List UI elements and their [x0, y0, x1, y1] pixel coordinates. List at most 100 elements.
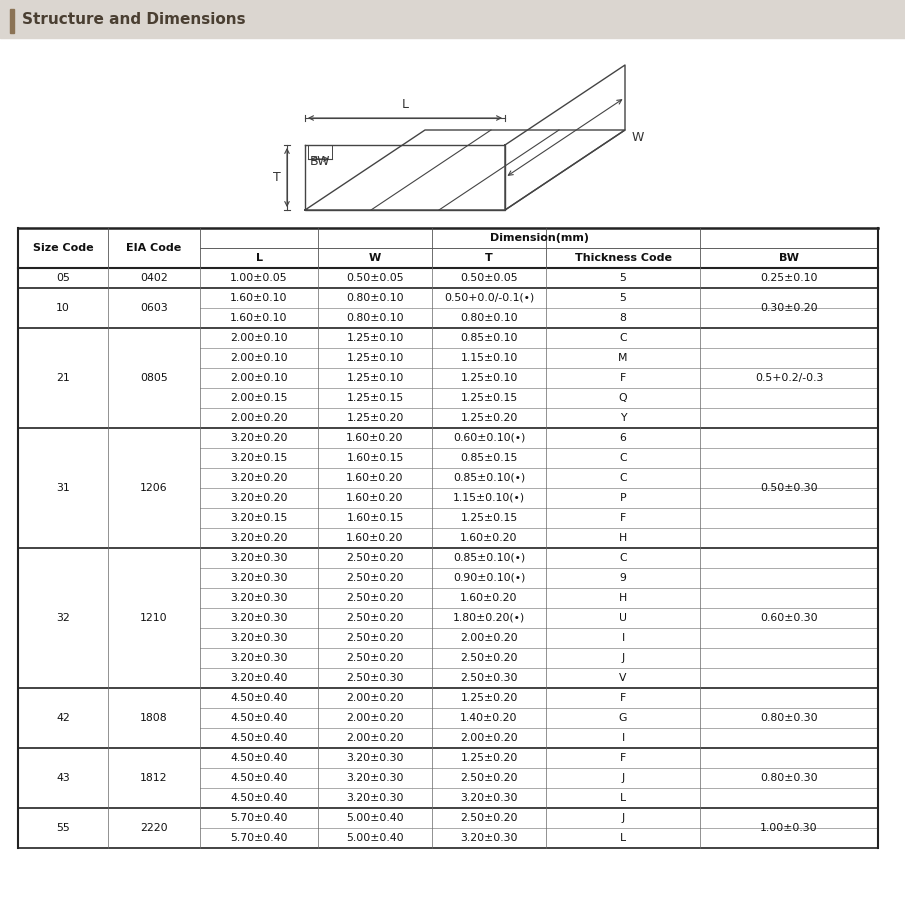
Text: 3.20±0.40: 3.20±0.40 — [230, 673, 288, 683]
Text: 1.60±0.20: 1.60±0.20 — [347, 433, 404, 443]
Text: 0.30±0.20: 0.30±0.20 — [760, 303, 818, 313]
Text: 2.00±0.20: 2.00±0.20 — [347, 713, 404, 723]
Text: 1.00±0.30: 1.00±0.30 — [760, 823, 818, 833]
Text: 1.25±0.15: 1.25±0.15 — [347, 393, 404, 403]
Text: Thickness Code: Thickness Code — [575, 253, 672, 263]
Text: 0.90±0.10(•): 0.90±0.10(•) — [452, 573, 525, 583]
Text: 4.50±0.40: 4.50±0.40 — [230, 733, 288, 743]
Text: 3.20±0.30: 3.20±0.30 — [230, 633, 288, 643]
Text: 0603: 0603 — [140, 303, 167, 313]
Text: 1.00±0.05: 1.00±0.05 — [230, 273, 288, 283]
Text: 3.20±0.20: 3.20±0.20 — [230, 473, 288, 483]
Text: 42: 42 — [56, 713, 70, 723]
Text: 1.60±0.10: 1.60±0.10 — [230, 293, 288, 303]
Text: 0805: 0805 — [140, 373, 167, 383]
Text: 1.25±0.20: 1.25±0.20 — [461, 413, 518, 423]
Text: 4.50±0.40: 4.50±0.40 — [230, 713, 288, 723]
Text: 2220: 2220 — [140, 823, 167, 833]
Text: L: L — [255, 253, 262, 263]
Text: P: P — [620, 493, 626, 503]
Text: 2.00±0.20: 2.00±0.20 — [347, 733, 404, 743]
Bar — [10, 9, 14, 33]
Text: T: T — [485, 253, 493, 263]
Text: 1812: 1812 — [140, 773, 167, 783]
Text: 2.00±0.10: 2.00±0.10 — [230, 373, 288, 383]
Text: 1.25±0.15: 1.25±0.15 — [461, 393, 518, 403]
Text: H: H — [619, 533, 627, 543]
Text: C: C — [619, 473, 627, 483]
Text: 2.50±0.20: 2.50±0.20 — [347, 593, 404, 603]
Text: 3.20±0.15: 3.20±0.15 — [230, 453, 288, 463]
Text: F: F — [620, 373, 626, 383]
Text: 3.20±0.20: 3.20±0.20 — [230, 533, 288, 543]
Text: 1.60±0.20: 1.60±0.20 — [461, 533, 518, 543]
Text: 1.15±0.10(•): 1.15±0.10(•) — [452, 493, 525, 503]
Text: 2.00±0.20: 2.00±0.20 — [460, 733, 518, 743]
Text: 3.20±0.30: 3.20±0.30 — [347, 753, 404, 763]
Text: 0.80±0.10: 0.80±0.10 — [460, 313, 518, 323]
Text: Y: Y — [620, 413, 626, 423]
Text: BW: BW — [779, 253, 799, 263]
Text: 2.50±0.30: 2.50±0.30 — [347, 673, 404, 683]
Text: 2.50±0.30: 2.50±0.30 — [461, 673, 518, 683]
Text: 0.60±0.10(•): 0.60±0.10(•) — [452, 433, 525, 443]
Text: 1.25±0.15: 1.25±0.15 — [461, 513, 518, 523]
Text: 3.20±0.30: 3.20±0.30 — [230, 573, 288, 583]
Text: 2.50±0.20: 2.50±0.20 — [347, 553, 404, 563]
Text: 4.50±0.40: 4.50±0.40 — [230, 753, 288, 763]
Text: 2.50±0.20: 2.50±0.20 — [461, 653, 518, 663]
Text: 1.60±0.10: 1.60±0.10 — [230, 313, 288, 323]
Text: 0.5+0.2/-0.3: 0.5+0.2/-0.3 — [755, 373, 824, 383]
Text: M: M — [618, 353, 628, 363]
Text: 5.70±0.40: 5.70±0.40 — [230, 833, 288, 843]
Text: W: W — [369, 253, 381, 263]
Text: 1.25±0.10: 1.25±0.10 — [347, 333, 404, 343]
Text: L: L — [402, 98, 408, 111]
Text: 1808: 1808 — [140, 713, 167, 723]
Text: 10: 10 — [56, 303, 70, 313]
Text: W: W — [632, 131, 644, 144]
Text: 3.20±0.30: 3.20±0.30 — [347, 793, 404, 803]
Text: 0.85±0.15: 0.85±0.15 — [461, 453, 518, 463]
Text: 21: 21 — [56, 373, 70, 383]
Text: 32: 32 — [56, 613, 70, 623]
Text: 1206: 1206 — [140, 483, 167, 493]
Text: G: G — [619, 713, 627, 723]
Text: 1210: 1210 — [140, 613, 167, 623]
Text: 2.50±0.20: 2.50±0.20 — [461, 813, 518, 823]
Text: I: I — [622, 633, 624, 643]
Text: L: L — [620, 793, 626, 803]
Text: 0.85±0.10(•): 0.85±0.10(•) — [452, 553, 525, 563]
Text: T: T — [273, 171, 281, 184]
Text: Q: Q — [619, 393, 627, 403]
Text: 55: 55 — [56, 823, 70, 833]
Text: 0.85±0.10(•): 0.85±0.10(•) — [452, 473, 525, 483]
Text: Structure and Dimensions: Structure and Dimensions — [22, 13, 245, 27]
Text: 1.15±0.10: 1.15±0.10 — [461, 353, 518, 363]
Text: 0.50±0.05: 0.50±0.05 — [347, 273, 404, 283]
Text: 43: 43 — [56, 773, 70, 783]
Text: F: F — [620, 693, 626, 703]
Text: F: F — [620, 753, 626, 763]
Text: 1.40±0.20: 1.40±0.20 — [461, 713, 518, 723]
Text: 5.70±0.40: 5.70±0.40 — [230, 813, 288, 823]
Text: 9: 9 — [620, 573, 626, 583]
Text: 1.25±0.10: 1.25±0.10 — [461, 373, 518, 383]
Text: 0.25±0.10: 0.25±0.10 — [760, 273, 818, 283]
Text: 1.60±0.20: 1.60±0.20 — [347, 533, 404, 543]
Text: 2.50±0.20: 2.50±0.20 — [347, 653, 404, 663]
Text: 2.00±0.20: 2.00±0.20 — [347, 693, 404, 703]
Text: 0402: 0402 — [140, 273, 167, 283]
Text: I: I — [622, 733, 624, 743]
Text: 3.20±0.30: 3.20±0.30 — [230, 653, 288, 663]
Text: EIA Code: EIA Code — [127, 243, 182, 253]
Text: 1.25±0.20: 1.25±0.20 — [461, 693, 518, 703]
Text: BW: BW — [310, 155, 330, 168]
Text: 3.20±0.30: 3.20±0.30 — [230, 593, 288, 603]
Text: 0.50+0.0/-0.1(•): 0.50+0.0/-0.1(•) — [443, 293, 534, 303]
Text: 5.00±0.40: 5.00±0.40 — [347, 833, 404, 843]
Text: C: C — [619, 453, 627, 463]
Text: 2.50±0.20: 2.50±0.20 — [347, 573, 404, 583]
Text: 3.20±0.15: 3.20±0.15 — [230, 513, 288, 523]
Text: 3.20±0.30: 3.20±0.30 — [461, 833, 518, 843]
